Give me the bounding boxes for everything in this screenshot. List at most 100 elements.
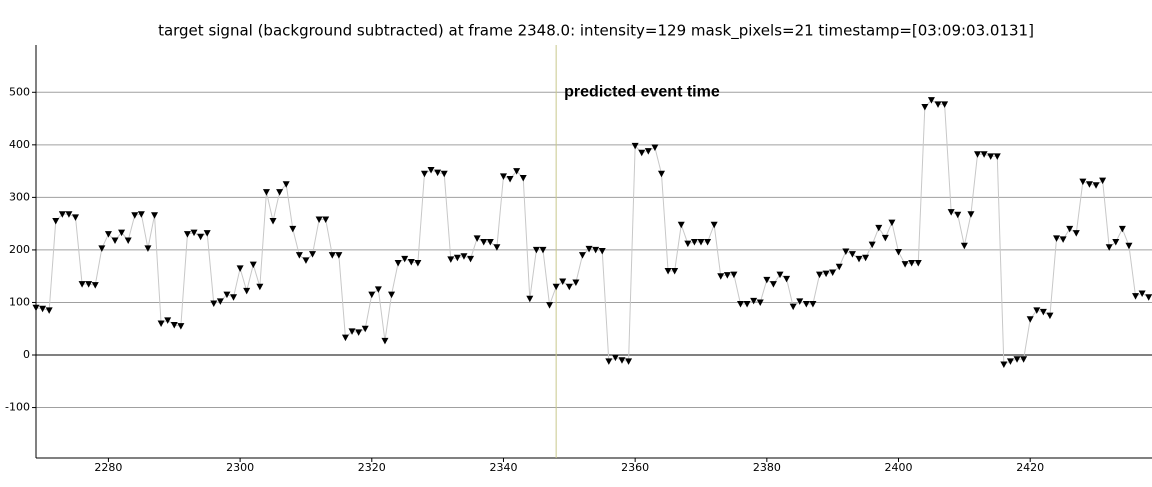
marker bbox=[1099, 177, 1107, 185]
x-tick-label: 2400 bbox=[885, 461, 913, 474]
marker bbox=[578, 252, 586, 259]
marker bbox=[750, 297, 758, 305]
marker bbox=[664, 267, 672, 275]
marker bbox=[1145, 294, 1152, 301]
marker bbox=[921, 104, 929, 111]
marker bbox=[934, 101, 942, 108]
marker bbox=[651, 144, 659, 151]
marker bbox=[914, 260, 922, 267]
marker bbox=[302, 257, 310, 264]
marker bbox=[282, 181, 290, 188]
x-tick-label: 2380 bbox=[753, 461, 781, 474]
marker bbox=[987, 153, 995, 160]
annotation: predicted event time bbox=[564, 84, 720, 101]
marker bbox=[1105, 244, 1113, 251]
x-tick-label: 2280 bbox=[94, 461, 122, 474]
marker bbox=[736, 301, 744, 308]
y-tick-label: 400 bbox=[9, 138, 30, 151]
marker bbox=[776, 271, 784, 279]
marker bbox=[203, 230, 211, 237]
marker bbox=[65, 211, 73, 218]
marker bbox=[526, 295, 534, 303]
marker bbox=[164, 317, 172, 324]
marker bbox=[355, 329, 363, 336]
marker bbox=[618, 357, 626, 364]
marker bbox=[473, 235, 481, 242]
marker bbox=[394, 260, 402, 267]
marker bbox=[1033, 307, 1041, 314]
marker bbox=[559, 278, 567, 285]
marker bbox=[335, 252, 343, 259]
marker bbox=[39, 305, 47, 313]
marker bbox=[546, 302, 554, 309]
marker bbox=[941, 101, 949, 108]
marker bbox=[519, 174, 527, 182]
marker bbox=[328, 252, 336, 259]
marker bbox=[289, 225, 297, 233]
marker bbox=[368, 291, 376, 299]
marker bbox=[684, 240, 692, 248]
marker bbox=[625, 358, 633, 365]
marker bbox=[947, 209, 955, 216]
marker bbox=[1085, 181, 1093, 188]
y-tick-label: 200 bbox=[9, 243, 30, 256]
marker bbox=[671, 267, 679, 275]
marker bbox=[532, 246, 540, 254]
marker bbox=[453, 254, 461, 262]
marker bbox=[72, 214, 80, 221]
marker bbox=[1053, 235, 1061, 242]
marker bbox=[414, 260, 422, 267]
marker bbox=[1020, 356, 1028, 363]
marker bbox=[974, 151, 982, 158]
marker bbox=[499, 173, 507, 180]
marker bbox=[611, 354, 619, 362]
marker bbox=[842, 248, 850, 255]
marker bbox=[513, 168, 521, 175]
marker bbox=[256, 283, 264, 291]
marker bbox=[888, 219, 896, 227]
marker bbox=[1066, 225, 1074, 233]
marker bbox=[427, 167, 435, 174]
y-tick-label: 500 bbox=[9, 85, 30, 98]
marker bbox=[1059, 236, 1067, 243]
marker bbox=[631, 142, 639, 150]
marker bbox=[177, 323, 185, 330]
marker bbox=[269, 218, 277, 225]
marker bbox=[710, 221, 718, 229]
marker bbox=[980, 151, 988, 158]
marker bbox=[895, 249, 903, 256]
marker bbox=[881, 234, 889, 242]
marker bbox=[816, 271, 824, 279]
marker bbox=[322, 216, 330, 223]
marker bbox=[45, 307, 53, 314]
marker bbox=[32, 304, 40, 312]
marker bbox=[486, 239, 494, 246]
marker bbox=[230, 294, 238, 301]
x-tick-label: 2340 bbox=[489, 461, 517, 474]
marker bbox=[1006, 358, 1014, 365]
marker bbox=[381, 337, 389, 345]
marker bbox=[829, 269, 837, 277]
marker bbox=[467, 255, 475, 263]
marker bbox=[91, 282, 99, 289]
marker bbox=[855, 255, 863, 263]
marker bbox=[124, 237, 132, 244]
marker bbox=[420, 170, 428, 178]
marker bbox=[598, 247, 606, 255]
marker bbox=[848, 251, 856, 258]
marker bbox=[1118, 225, 1126, 233]
marker bbox=[144, 245, 152, 252]
marker bbox=[730, 271, 738, 279]
marker bbox=[1138, 290, 1146, 298]
y-tick-label: -100 bbox=[5, 401, 30, 414]
marker bbox=[104, 231, 112, 238]
marker bbox=[605, 358, 613, 365]
marker bbox=[493, 244, 501, 251]
marker bbox=[875, 224, 883, 232]
marker bbox=[131, 212, 139, 219]
marker bbox=[638, 149, 646, 157]
marker bbox=[137, 211, 145, 218]
marker bbox=[78, 281, 86, 288]
marker bbox=[190, 229, 198, 237]
